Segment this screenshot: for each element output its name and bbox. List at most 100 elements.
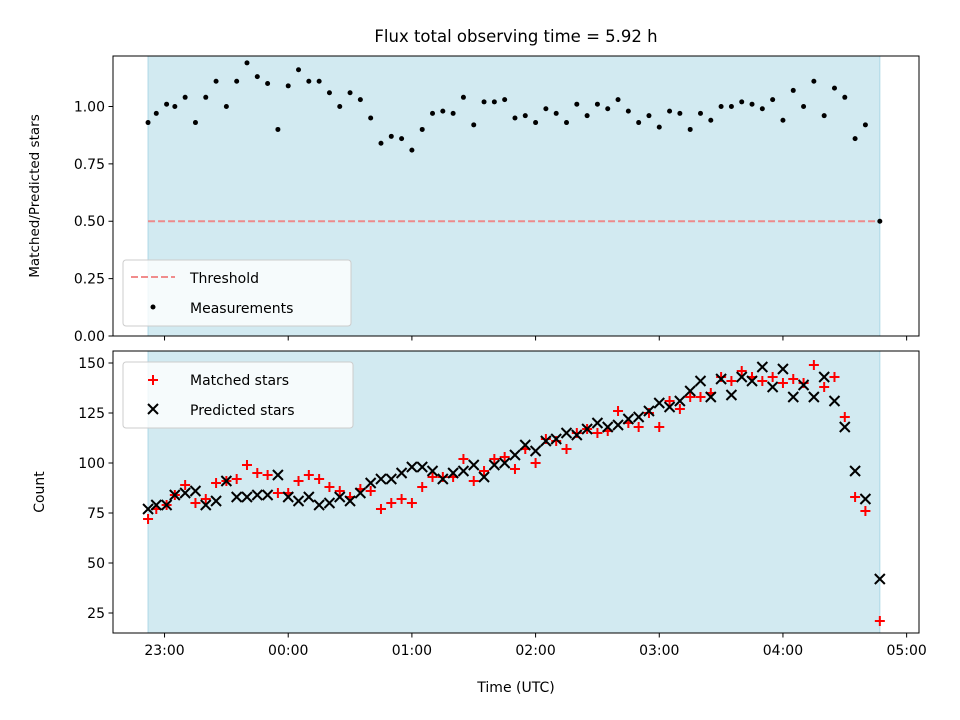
measurement-point: [862, 122, 868, 128]
predicted-star-point: [571, 429, 583, 441]
measurement-point: [574, 101, 580, 107]
predicted-star-point: [560, 427, 573, 439]
matched-star-point: [468, 476, 479, 486]
matched-star-point: [252, 468, 263, 478]
x-tick-label: 04:00: [763, 643, 803, 659]
predicted-star-point: [210, 495, 222, 507]
x-tick-label: 03:00: [639, 643, 679, 659]
measurement-point: [852, 136, 858, 142]
predicted-star-point: [169, 489, 181, 501]
measurement-point: [677, 110, 683, 116]
count-legend-box: [122, 361, 354, 429]
measurement-point: [203, 94, 209, 100]
legend-cross-marker: [147, 403, 159, 415]
matched-star-point: [874, 616, 885, 626]
measurement-point: [213, 78, 219, 84]
measurement-point: [842, 94, 848, 100]
predicted-star-point: [364, 477, 377, 489]
measurement-point: [164, 101, 170, 107]
predicted-star-point: [395, 467, 408, 479]
predicted-star-point: [303, 491, 315, 503]
legend-matched-swatch: [148, 375, 158, 385]
ratio-x-axis: [164, 336, 908, 341]
matched-star-point: [592, 428, 603, 438]
x-tick-label: 02:00: [515, 643, 555, 659]
matched-star-point: [396, 494, 407, 504]
predicted-star-point: [828, 395, 841, 407]
matched-star-point: [695, 392, 706, 402]
count-y-axis: 25 50 75 100 125 150: [78, 356, 113, 622]
measurement-point: [522, 113, 528, 119]
count-legend: Matched stars Predicted stars: [122, 361, 354, 429]
predicted-star-point: [241, 491, 253, 503]
predicted-star-point: [200, 499, 212, 511]
matched-star-point: [143, 514, 154, 524]
predicted-star-point: [292, 495, 305, 507]
measurement-point: [646, 113, 652, 119]
matched-star-point: [375, 504, 386, 514]
predicted-star-point: [663, 401, 676, 413]
measurement-point: [564, 120, 570, 126]
measurement-point: [543, 106, 549, 112]
y-tick-label: 0.50: [74, 214, 105, 230]
measurement-point: [234, 78, 240, 84]
y-tick-label: 50: [87, 556, 105, 572]
y-tick-label: 1.00: [74, 99, 105, 115]
measurement-point: [584, 113, 590, 119]
legend-measurements-label: Measurements: [190, 301, 293, 317]
measurement-point: [430, 110, 436, 116]
measurement-point: [399, 136, 405, 142]
predicted-star-point: [142, 503, 154, 515]
legend-predicted-swatch: [147, 403, 159, 415]
matched-star-point: [386, 498, 397, 508]
matched-star-point: [499, 452, 510, 462]
measurement-point: [450, 110, 456, 116]
count-x-axis: 23:00 00:00 01:00 02:00 03:00 04:00 05:00: [144, 633, 927, 659]
matched-star-point: [654, 422, 665, 432]
matched-star-point: [272, 488, 283, 498]
measurement-point: [254, 74, 260, 80]
measurement-point: [770, 97, 776, 103]
measurement-point: [265, 81, 271, 87]
matched-star-point: [324, 482, 335, 492]
predicted-star-point: [746, 375, 758, 387]
matched-star-point: [850, 492, 861, 502]
legend-threshold-label: Threshold: [189, 271, 259, 287]
measurement-point: [718, 103, 724, 109]
predicted-star-point: [715, 373, 727, 385]
legend-measurements-swatch: [150, 304, 156, 310]
measurement-point: [347, 90, 353, 96]
y-tick-label: 0.00: [74, 329, 105, 345]
matched-star-point: [808, 360, 819, 370]
measurement-point: [223, 103, 229, 109]
measurement-point: [605, 106, 611, 112]
matched-star-point: [757, 376, 768, 386]
matched-star-point: [262, 470, 273, 480]
matched-star-point: [839, 412, 850, 422]
predicted-star-point: [591, 417, 604, 429]
measurement-point: [244, 60, 250, 66]
measurement-point: [491, 99, 497, 105]
predicted-star-point: [725, 389, 738, 401]
predicted-star-point: [375, 473, 387, 485]
matched-star-point: [458, 454, 469, 464]
measurement-point: [687, 126, 693, 132]
measurement-point: [615, 97, 621, 103]
ratio-legend-box: [122, 259, 352, 327]
measurement-point: [553, 110, 559, 116]
matched-star-point: [829, 372, 840, 382]
matched-star-point: [180, 480, 191, 490]
predicted-star-point: [736, 371, 748, 383]
measurement-point: [502, 97, 508, 103]
predicted-star-point: [874, 573, 886, 585]
matched-star-point: [860, 506, 871, 516]
measurement-point: [512, 115, 518, 121]
predicted-star-point: [550, 433, 562, 445]
measurement-point: [409, 147, 415, 153]
ratio-y-axis-label: Matched/Predicted stars: [27, 114, 43, 277]
matched-star-point: [190, 498, 201, 508]
predicted-star-point: [643, 405, 655, 417]
measurement-point: [153, 110, 159, 116]
measurement-point: [801, 103, 807, 109]
